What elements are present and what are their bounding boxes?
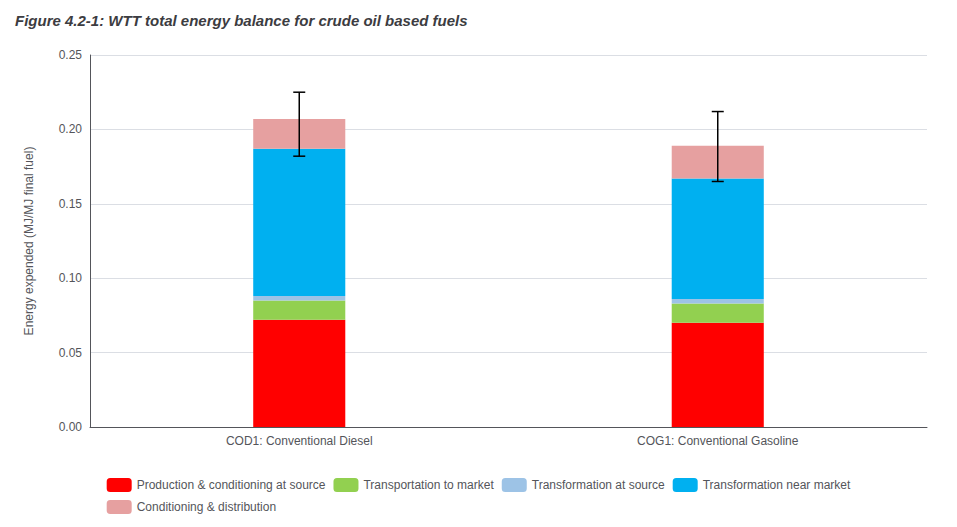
svg-text:0.20: 0.20 [59,122,83,136]
svg-text:Transportation to market: Transportation to market [363,478,494,492]
svg-text:Energy expended (MJ/MJ final f: Energy expended (MJ/MJ final fuel) [22,147,36,336]
svg-text:Production & conditioning at s: Production & conditioning at source [137,478,326,492]
svg-text:COG1: Conventional Gasoline: COG1: Conventional Gasoline [637,434,799,448]
svg-text:Transformation near market: Transformation near market [703,478,851,492]
svg-text:Figure 4.2-1: WTT total energy: Figure 4.2-1: WTT total energy balance f… [15,12,468,29]
svg-text:Conditioning & distribution: Conditioning & distribution [137,500,276,514]
svg-text:0.15: 0.15 [59,197,83,211]
svg-text:0.00: 0.00 [59,420,83,434]
svg-text:COD1: Conventional Diesel: COD1: Conventional Diesel [226,434,373,448]
svg-text:0.25: 0.25 [59,48,83,62]
svg-text:Transformation at source: Transformation at source [532,478,665,492]
svg-text:0.05: 0.05 [59,346,83,360]
svg-text:0.10: 0.10 [59,271,83,285]
